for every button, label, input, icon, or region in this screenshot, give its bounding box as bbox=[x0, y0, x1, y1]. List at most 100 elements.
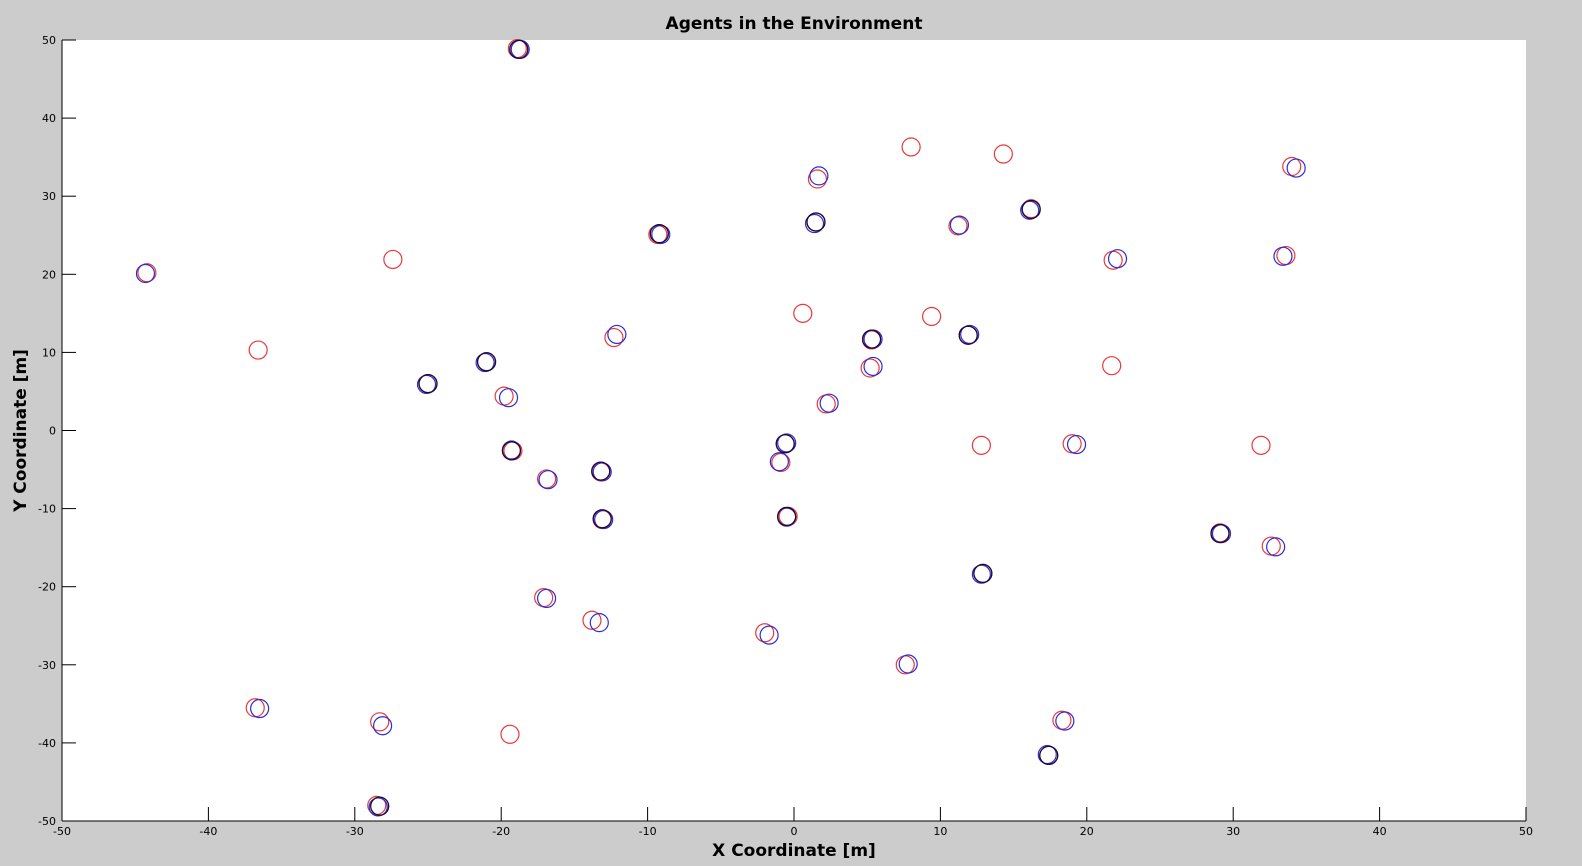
agent-marker bbox=[383, 249, 403, 270]
agent-marker bbox=[592, 462, 612, 482]
agent-marker bbox=[1020, 200, 1040, 220]
agent-marker bbox=[418, 373, 438, 394]
agent-marker bbox=[649, 224, 669, 244]
agent-marker bbox=[1039, 745, 1059, 766]
agent-marker bbox=[949, 215, 970, 235]
agent-marker bbox=[971, 564, 991, 584]
y-tick-label: -20 bbox=[38, 581, 56, 594]
x-tick-label: -40 bbox=[199, 825, 217, 838]
agent-marker bbox=[819, 393, 839, 413]
agent-marker bbox=[775, 434, 795, 454]
agent-marker bbox=[922, 306, 942, 327]
agent-marker bbox=[536, 588, 557, 609]
agent-marker bbox=[536, 469, 557, 489]
agent-marker bbox=[993, 144, 1013, 164]
x-tick-label: 40 bbox=[1373, 825, 1387, 838]
y-tick-label: 10 bbox=[42, 346, 56, 359]
agent-marker bbox=[604, 327, 624, 348]
agent-marker bbox=[594, 509, 614, 530]
agent-marker bbox=[475, 352, 495, 373]
agent-marker bbox=[958, 325, 978, 345]
agent-marker bbox=[591, 461, 611, 481]
axes-background bbox=[62, 40, 1526, 821]
agent-marker bbox=[777, 506, 797, 527]
x-axis-label: X Coordinate [m] bbox=[712, 841, 876, 861]
agent-marker bbox=[771, 452, 791, 473]
agent-marker bbox=[373, 716, 393, 736]
y-tick-label: 40 bbox=[42, 112, 56, 125]
agent-marker bbox=[538, 470, 558, 490]
agent-marker bbox=[971, 435, 991, 455]
chart-title: Agents in the Environment bbox=[666, 14, 923, 34]
agent-marker bbox=[863, 356, 883, 377]
agent-marker bbox=[137, 263, 157, 283]
agent-marker bbox=[498, 388, 519, 408]
agent-marker bbox=[769, 452, 789, 472]
agent-marker bbox=[807, 169, 828, 189]
agent-marker bbox=[582, 610, 602, 630]
agent-marker bbox=[755, 623, 775, 643]
agent-marker bbox=[1251, 435, 1271, 455]
x-tick-label: 30 bbox=[1226, 825, 1240, 838]
agent-marker bbox=[777, 433, 797, 453]
y-tick-label: 0 bbox=[49, 425, 56, 438]
x-tick-label: 20 bbox=[1080, 825, 1094, 838]
y-tick-label: 20 bbox=[42, 268, 56, 281]
agent-marker bbox=[861, 329, 882, 349]
agent-marker bbox=[759, 625, 779, 645]
x-tick-label: -50 bbox=[53, 825, 71, 838]
agent-marker bbox=[1107, 249, 1128, 269]
agent-marker bbox=[948, 216, 968, 236]
x-tick-label: -20 bbox=[492, 825, 510, 838]
agent-marker bbox=[1037, 745, 1057, 765]
y-tick-label: -40 bbox=[38, 737, 56, 750]
agent-marker bbox=[509, 39, 529, 60]
agent-marker bbox=[1102, 356, 1122, 376]
agent-marker bbox=[370, 712, 390, 732]
agent-marker bbox=[960, 324, 980, 345]
agent-marker bbox=[135, 263, 156, 284]
agent-marker bbox=[1021, 199, 1041, 220]
agent-marker bbox=[589, 613, 609, 633]
agent-marker bbox=[804, 213, 825, 234]
agent-marker bbox=[809, 166, 829, 186]
agent-marker bbox=[1210, 523, 1230, 544]
x-tick-label: 0 bbox=[791, 825, 798, 838]
agent-marker bbox=[1055, 711, 1075, 731]
y-axis-label: Y Coordinate [m] bbox=[11, 349, 31, 513]
agent-marker bbox=[1266, 537, 1286, 557]
agent-marker bbox=[651, 224, 671, 245]
agent-marker bbox=[592, 509, 612, 529]
agent-marker bbox=[898, 654, 918, 674]
agent-marker bbox=[1066, 434, 1087, 455]
x-tick-label: 50 bbox=[1519, 825, 1533, 838]
agent-marker bbox=[1286, 158, 1306, 178]
agent-marker bbox=[370, 796, 390, 816]
agent-marker bbox=[500, 724, 520, 744]
data-markers bbox=[135, 38, 1306, 817]
agent-marker bbox=[476, 352, 497, 372]
y-tick-label: -50 bbox=[38, 815, 56, 828]
y-tick-label: 50 bbox=[42, 34, 56, 47]
x-axis-ticks: -50 -40 -30 -20 -10 0 10 20 30 40 50 bbox=[53, 807, 1533, 838]
agent-marker bbox=[806, 212, 826, 232]
agent-marker bbox=[1273, 246, 1293, 266]
y-axis-ticks: -50 -40 -30 -20 -10 0 10 20 30 40 50 bbox=[38, 34, 76, 828]
y-tick-label: -10 bbox=[38, 503, 56, 516]
agent-marker bbox=[248, 340, 268, 360]
agent-marker bbox=[901, 137, 921, 157]
agent-marker bbox=[501, 441, 522, 461]
x-tick-label: -30 bbox=[346, 825, 364, 838]
x-tick-label: -10 bbox=[639, 825, 657, 838]
agent-marker bbox=[793, 303, 813, 323]
agent-marker bbox=[607, 324, 627, 345]
y-tick-label: -30 bbox=[38, 659, 56, 672]
agent-marker bbox=[368, 797, 388, 817]
agent-marker bbox=[973, 563, 993, 584]
agent-marker bbox=[250, 698, 270, 719]
y-tick-label: 30 bbox=[42, 190, 56, 203]
x-tick-label: 10 bbox=[933, 825, 947, 838]
agent-marker bbox=[416, 374, 437, 395]
